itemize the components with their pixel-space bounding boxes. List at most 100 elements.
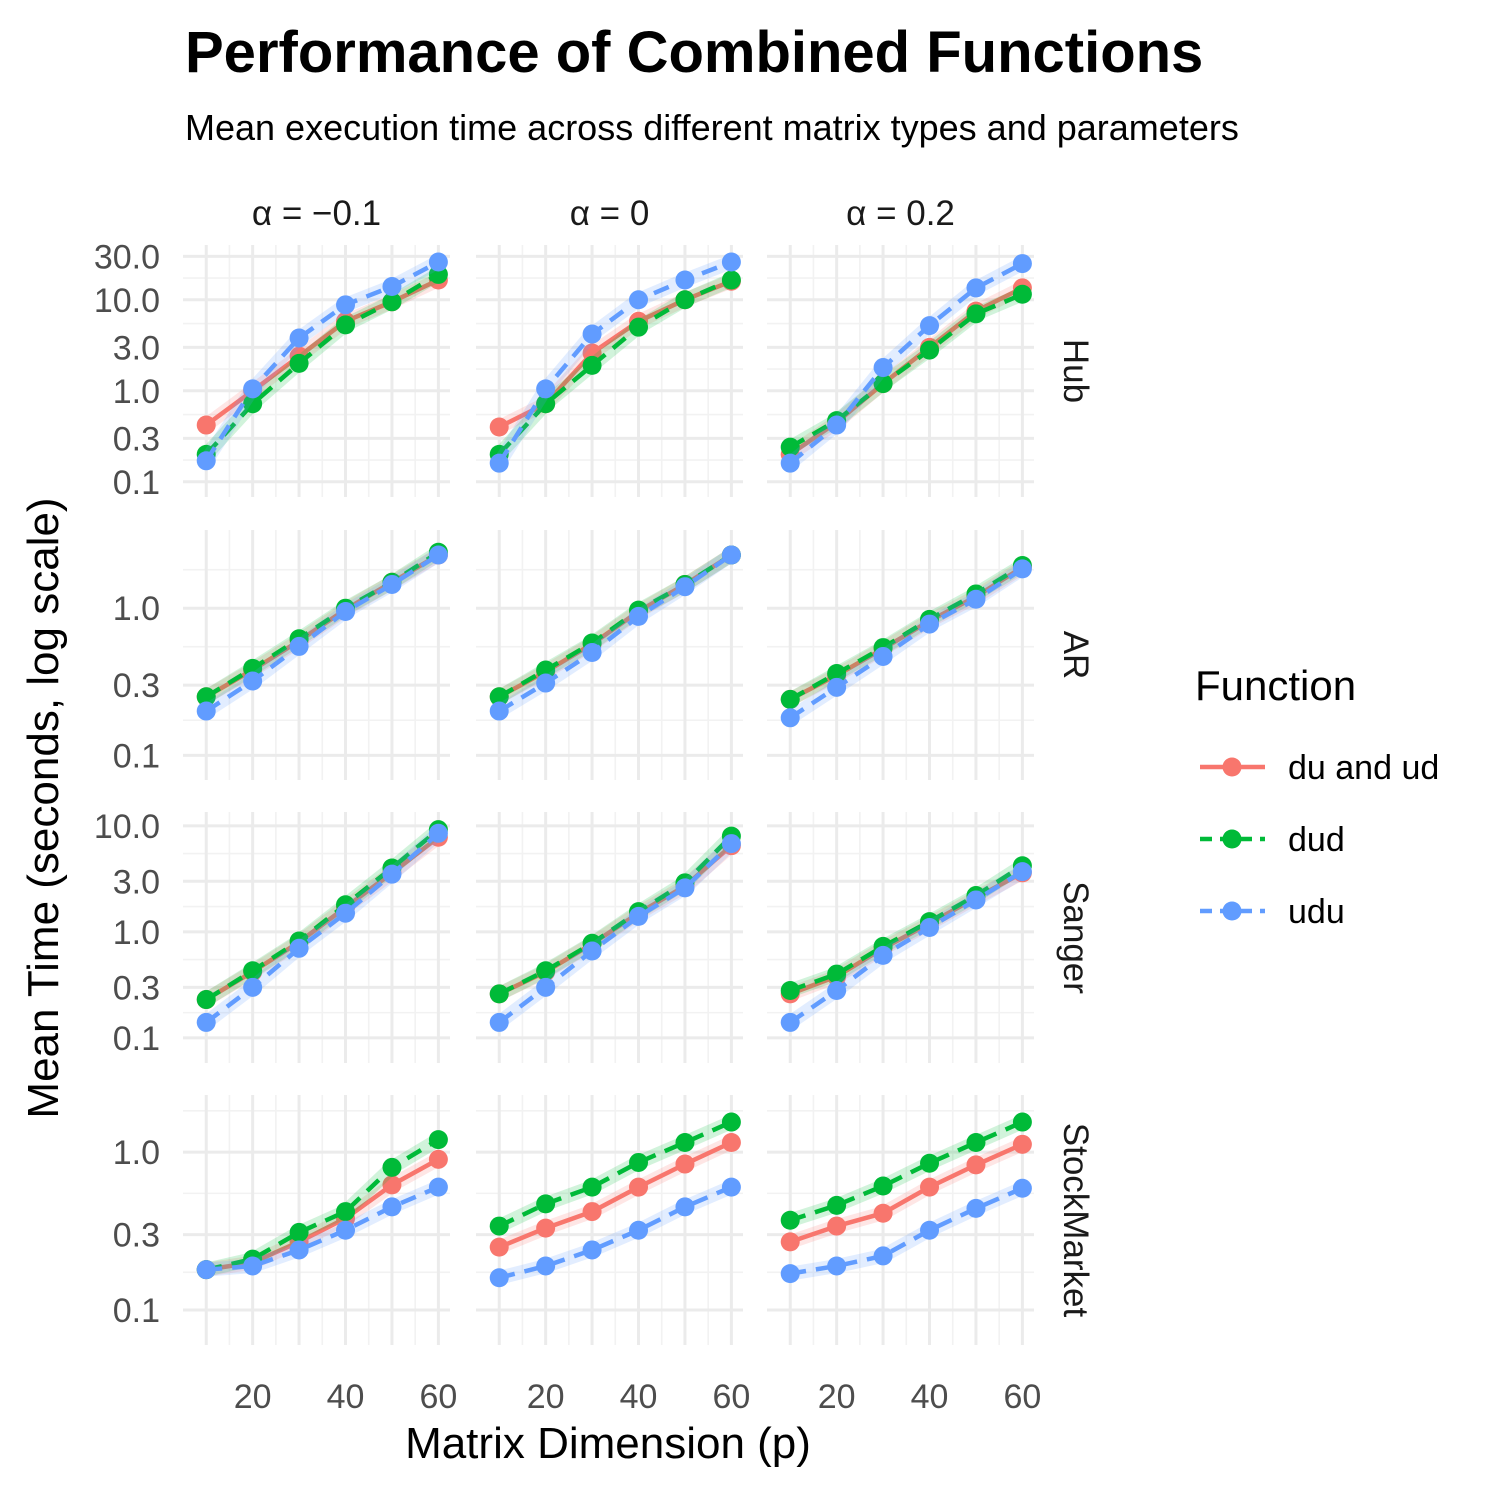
data-point <box>629 1220 649 1240</box>
data-point <box>629 1177 649 1197</box>
data-point <box>428 252 448 272</box>
data-point <box>428 1177 448 1197</box>
panel <box>183 812 450 1063</box>
data-point <box>582 355 602 375</box>
series-line <box>788 869 1024 1025</box>
x-tick-label: 20 <box>527 1378 565 1416</box>
y-tick-label: 0.3 <box>113 420 160 458</box>
data-point <box>1012 559 1032 579</box>
y-tick-label: 3.0 <box>113 329 160 367</box>
x-tick-label: 20 <box>234 1378 272 1416</box>
data-point <box>920 316 940 336</box>
data-point <box>873 945 893 965</box>
data-point <box>920 1177 940 1197</box>
data-point <box>536 673 556 693</box>
data-point <box>196 1012 216 1032</box>
y-tick-label: 3.0 <box>113 863 160 901</box>
chart-title: Performance of Combined Functions <box>185 20 1203 85</box>
series-line <box>498 553 733 714</box>
data-point <box>536 1194 556 1214</box>
data-point <box>675 1133 695 1153</box>
data-point <box>780 1264 800 1284</box>
data-point <box>721 252 741 272</box>
data-point <box>536 1256 556 1276</box>
data-point <box>966 304 986 324</box>
data-point <box>489 687 509 707</box>
data-point <box>382 292 402 312</box>
data-point <box>536 394 556 414</box>
y-tick-label: 0.3 <box>113 1217 160 1255</box>
data-point <box>966 890 986 910</box>
x-axis-title: Matrix Dimension (p) <box>405 1419 811 1468</box>
data-point <box>721 834 741 854</box>
data-point <box>382 1175 402 1195</box>
series-line <box>788 567 1024 720</box>
y-tick-label: 0.3 <box>113 969 160 1007</box>
data-point <box>489 453 509 473</box>
data-point <box>873 1246 893 1266</box>
row-strip-label: AR <box>1056 631 1095 680</box>
column-strip-label: α = 0 <box>570 194 650 233</box>
data-point <box>827 415 847 435</box>
series-line <box>205 827 440 1002</box>
x-tick-label: 40 <box>620 1378 658 1416</box>
y-tick-label: 0.1 <box>113 464 160 502</box>
x-tick-label: 40 <box>911 1378 949 1416</box>
data-point <box>780 708 800 728</box>
data-point <box>382 276 402 296</box>
data-point <box>675 290 695 310</box>
data-point <box>827 1256 847 1276</box>
data-point <box>780 1210 800 1230</box>
data-point <box>196 990 216 1010</box>
data-point <box>827 1216 847 1236</box>
data-point <box>243 379 263 399</box>
data-point <box>629 1152 649 1172</box>
x-tick-label: 60 <box>419 1378 457 1416</box>
data-point <box>289 353 309 373</box>
panel-grid: α = −0.1 α = 0 α = 0.2 Hub AR Sanger StockMark… <box>94 194 1095 1416</box>
legend-label: udu <box>1288 893 1345 931</box>
data-point <box>873 374 893 394</box>
series-line <box>205 550 440 699</box>
series-line <box>204 831 440 1025</box>
y-tick-label: 30.0 <box>94 238 160 276</box>
data-point <box>382 864 402 884</box>
data-point <box>721 270 741 290</box>
data-point <box>1012 1178 1032 1198</box>
row-strip-label: Hub <box>1056 339 1095 403</box>
data-point <box>582 941 602 961</box>
data-point <box>489 1268 509 1288</box>
series-line <box>497 841 733 1025</box>
y-tick-label: 1.0 <box>113 590 160 628</box>
legend-label: du and ud <box>1288 749 1439 787</box>
data-point <box>428 545 448 565</box>
chart-subtitle: Mean execution time across different mat… <box>185 107 1239 148</box>
data-point <box>629 290 649 310</box>
data-point <box>382 574 402 594</box>
data-point <box>920 340 940 360</box>
legend-key-point <box>1222 901 1242 921</box>
data-point <box>336 1202 356 1222</box>
column-strip-label: α = −0.1 <box>252 194 381 233</box>
data-point <box>489 984 509 1004</box>
y-tick-label: 1.0 <box>113 373 160 411</box>
data-point <box>289 1240 309 1260</box>
data-point <box>780 453 800 473</box>
data-point <box>629 606 649 626</box>
y-axis-title: Mean Time (seconds, log scale) <box>19 497 68 1118</box>
data-point <box>721 545 741 565</box>
data-point <box>489 1012 509 1032</box>
legend-key-point <box>1222 829 1242 849</box>
row-strip-label: StockMarket <box>1056 1123 1095 1318</box>
data-point <box>582 1240 602 1260</box>
data-point <box>966 278 986 298</box>
data-point <box>629 906 649 926</box>
data-point <box>721 1177 741 1197</box>
data-point <box>536 961 556 981</box>
x-tick-label: 40 <box>327 1378 365 1416</box>
legend-title: Function <box>1195 662 1356 709</box>
data-point <box>243 671 263 691</box>
x-tick-label: 60 <box>1003 1378 1041 1416</box>
y-tick-label: 0.1 <box>113 737 160 775</box>
